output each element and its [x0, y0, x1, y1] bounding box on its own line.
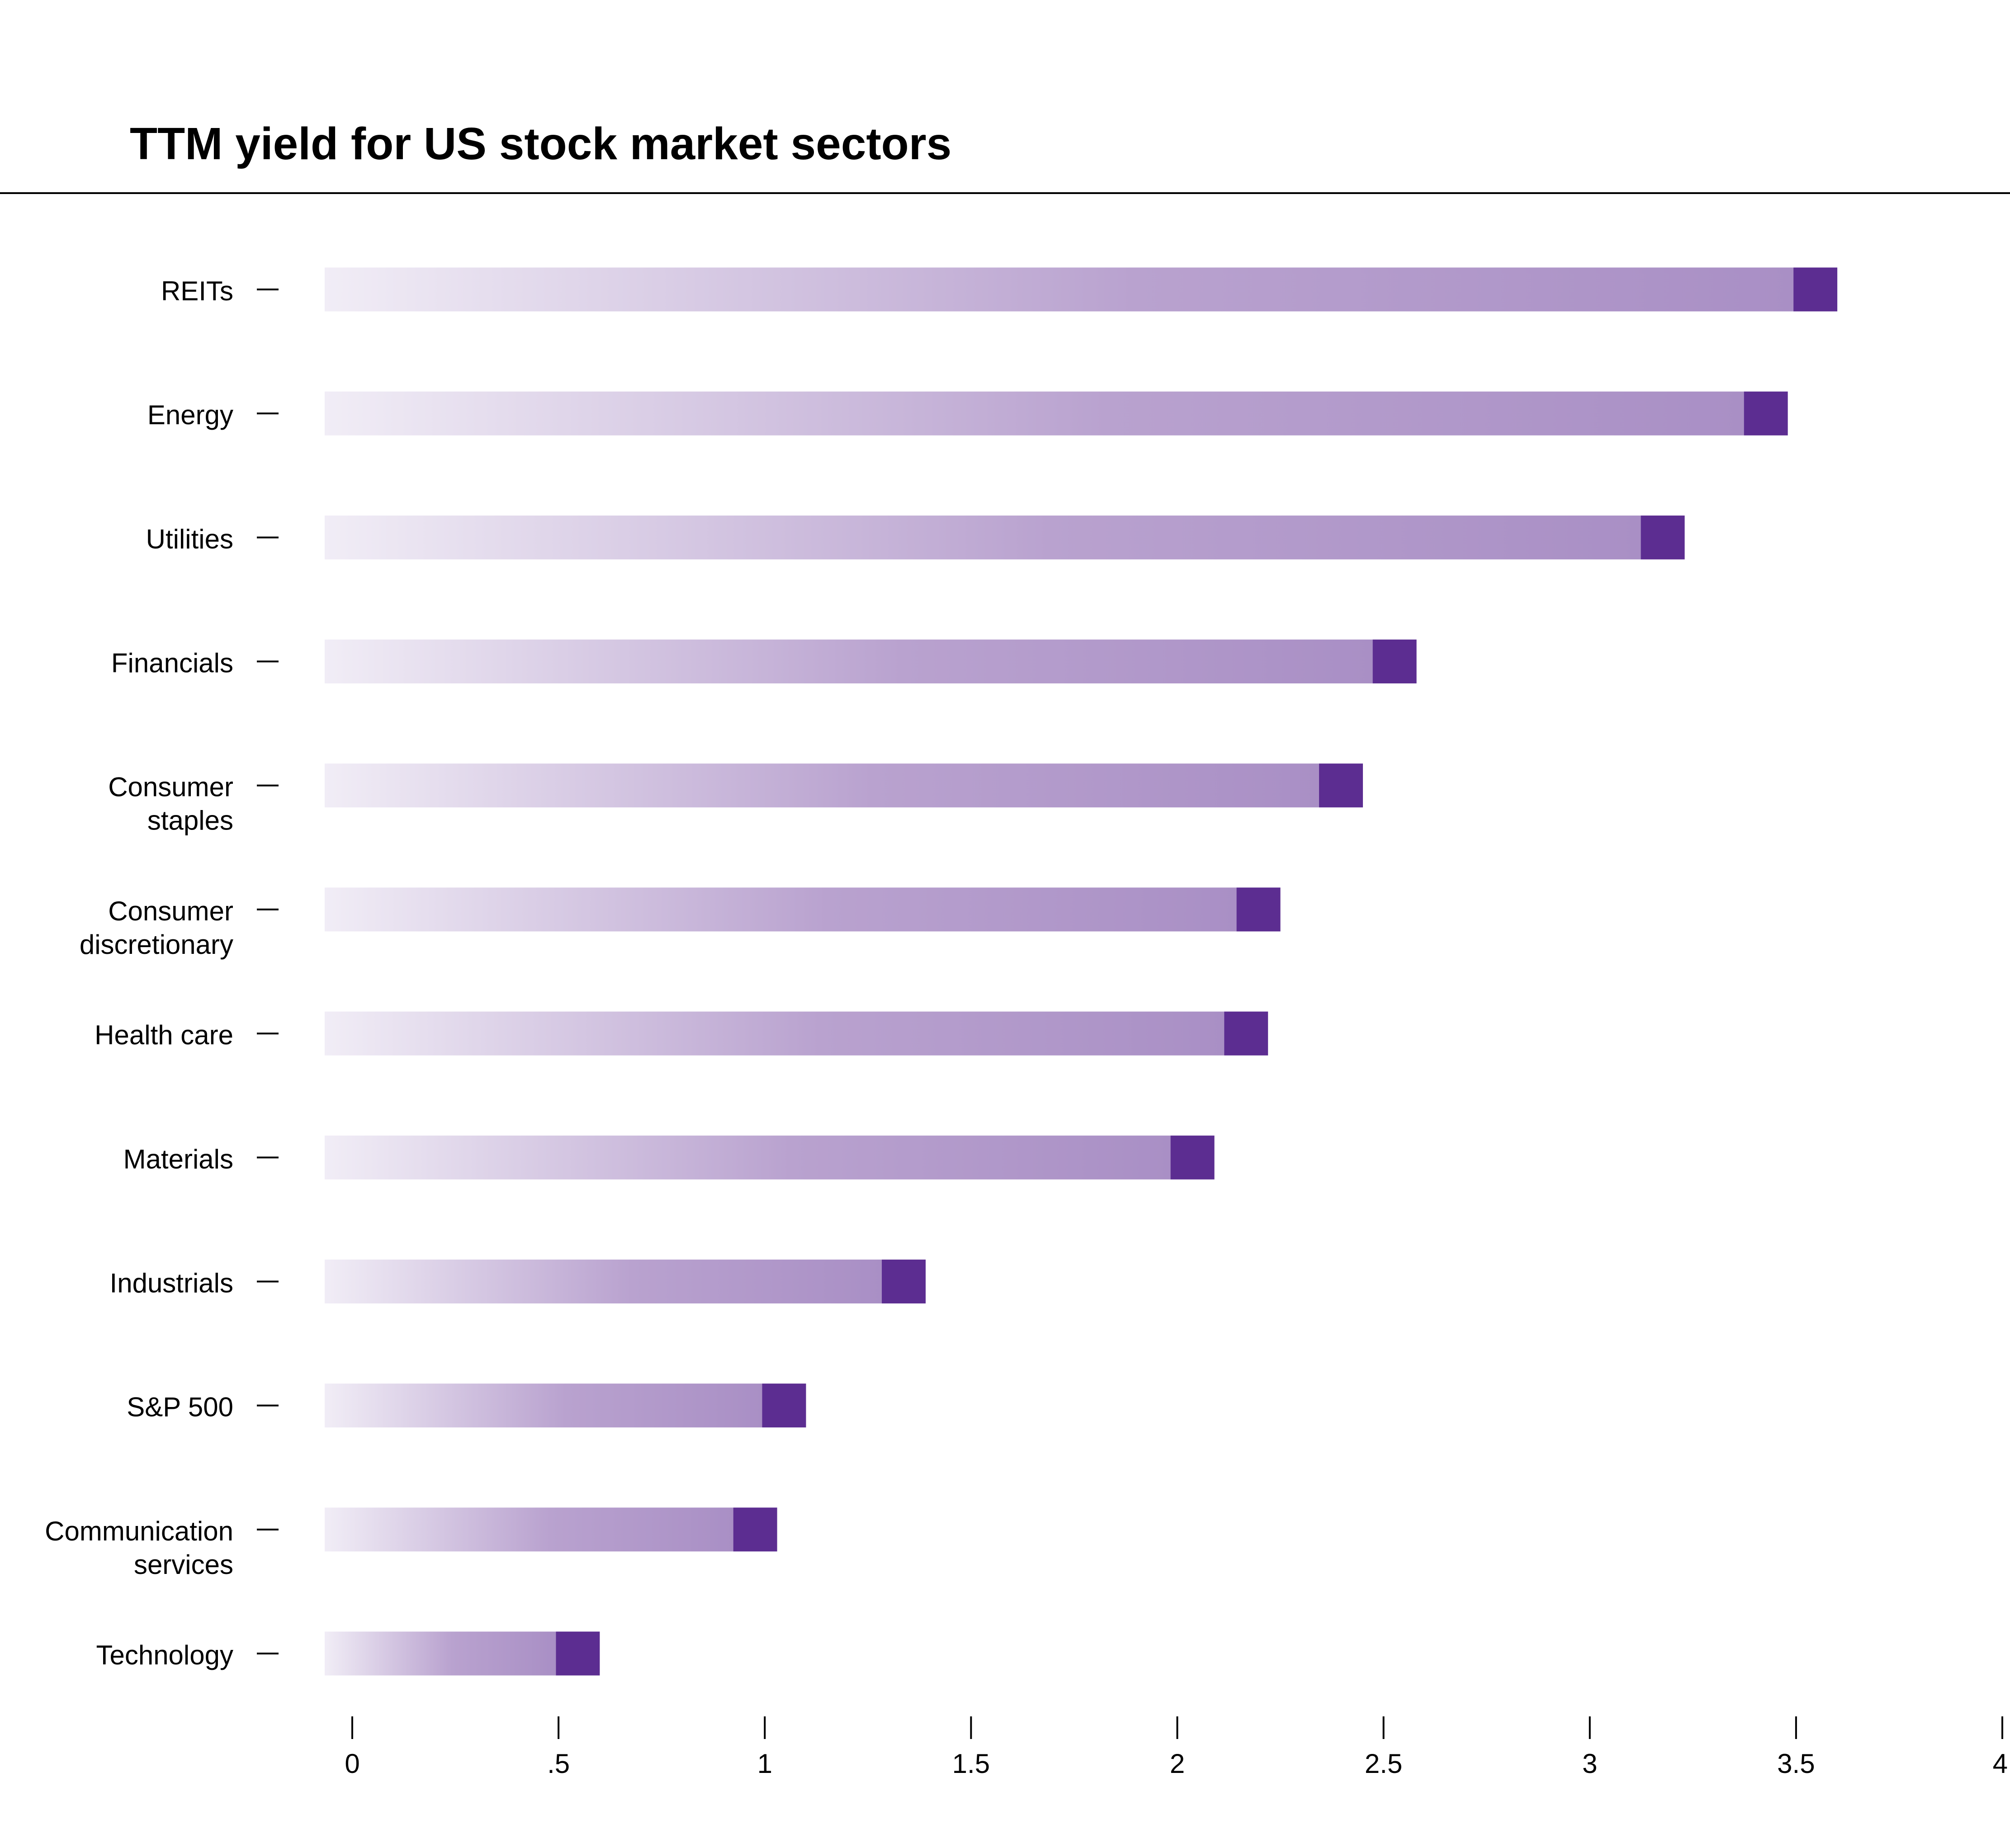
- category-label: Industrials: [110, 1268, 233, 1298]
- bar: [325, 887, 1237, 932]
- bar-cap: [1641, 515, 1685, 559]
- bar: [325, 1259, 882, 1303]
- bar-cap: [1224, 1011, 1268, 1056]
- bar: [325, 1631, 556, 1676]
- x-tick-label: .5: [547, 1748, 570, 1779]
- bar: [325, 763, 1320, 808]
- x-tick-label: 3: [1582, 1748, 1597, 1779]
- chart-title: TTM yield for US stock market sectors: [130, 118, 951, 169]
- bar-cap: [1793, 267, 1838, 312]
- bar-cap: [1319, 763, 1363, 808]
- category-label: Materials: [123, 1144, 233, 1174]
- category-label: S&P 500: [127, 1392, 233, 1422]
- x-tick-label: 1.5: [952, 1748, 990, 1779]
- category-label: Energy: [147, 400, 233, 430]
- bar-cap: [762, 1384, 806, 1428]
- bar-cap: [1744, 391, 1788, 436]
- bar-cap: [1170, 1135, 1215, 1180]
- category-label: Communication: [45, 1516, 233, 1546]
- bar-cap: [733, 1507, 777, 1552]
- bar: [325, 391, 1744, 436]
- x-tick-label: 4: [1993, 1748, 2008, 1779]
- category-label: REITs: [161, 276, 233, 306]
- category-label: Technology: [96, 1640, 233, 1670]
- bar-cap: [1236, 887, 1281, 932]
- category-label: discretionary: [80, 929, 233, 960]
- bar: [325, 1507, 733, 1552]
- bar: [325, 267, 1794, 312]
- bar-cap: [1372, 640, 1417, 684]
- x-tick-label: 1: [757, 1748, 772, 1779]
- bar: [325, 1011, 1225, 1056]
- category-label: Financials: [111, 648, 233, 678]
- bar: [325, 1135, 1171, 1180]
- bar: [325, 1384, 762, 1428]
- category-label: staples: [147, 806, 233, 836]
- bar: [325, 640, 1373, 684]
- category-label: Health care: [95, 1020, 233, 1050]
- bar-cap: [882, 1259, 926, 1303]
- category-label: services: [134, 1549, 233, 1580]
- bar: [325, 515, 1641, 559]
- x-tick-label: 2.5: [1365, 1748, 1402, 1779]
- x-tick-label: 2: [1170, 1748, 1185, 1779]
- category-label: Utilities: [146, 524, 233, 554]
- category-label: Consumer: [108, 772, 233, 802]
- bar-cap: [556, 1631, 600, 1676]
- x-tick-label: 0: [345, 1748, 359, 1779]
- category-label: Consumer: [108, 896, 233, 926]
- x-tick-label: 3.5: [1777, 1748, 1815, 1779]
